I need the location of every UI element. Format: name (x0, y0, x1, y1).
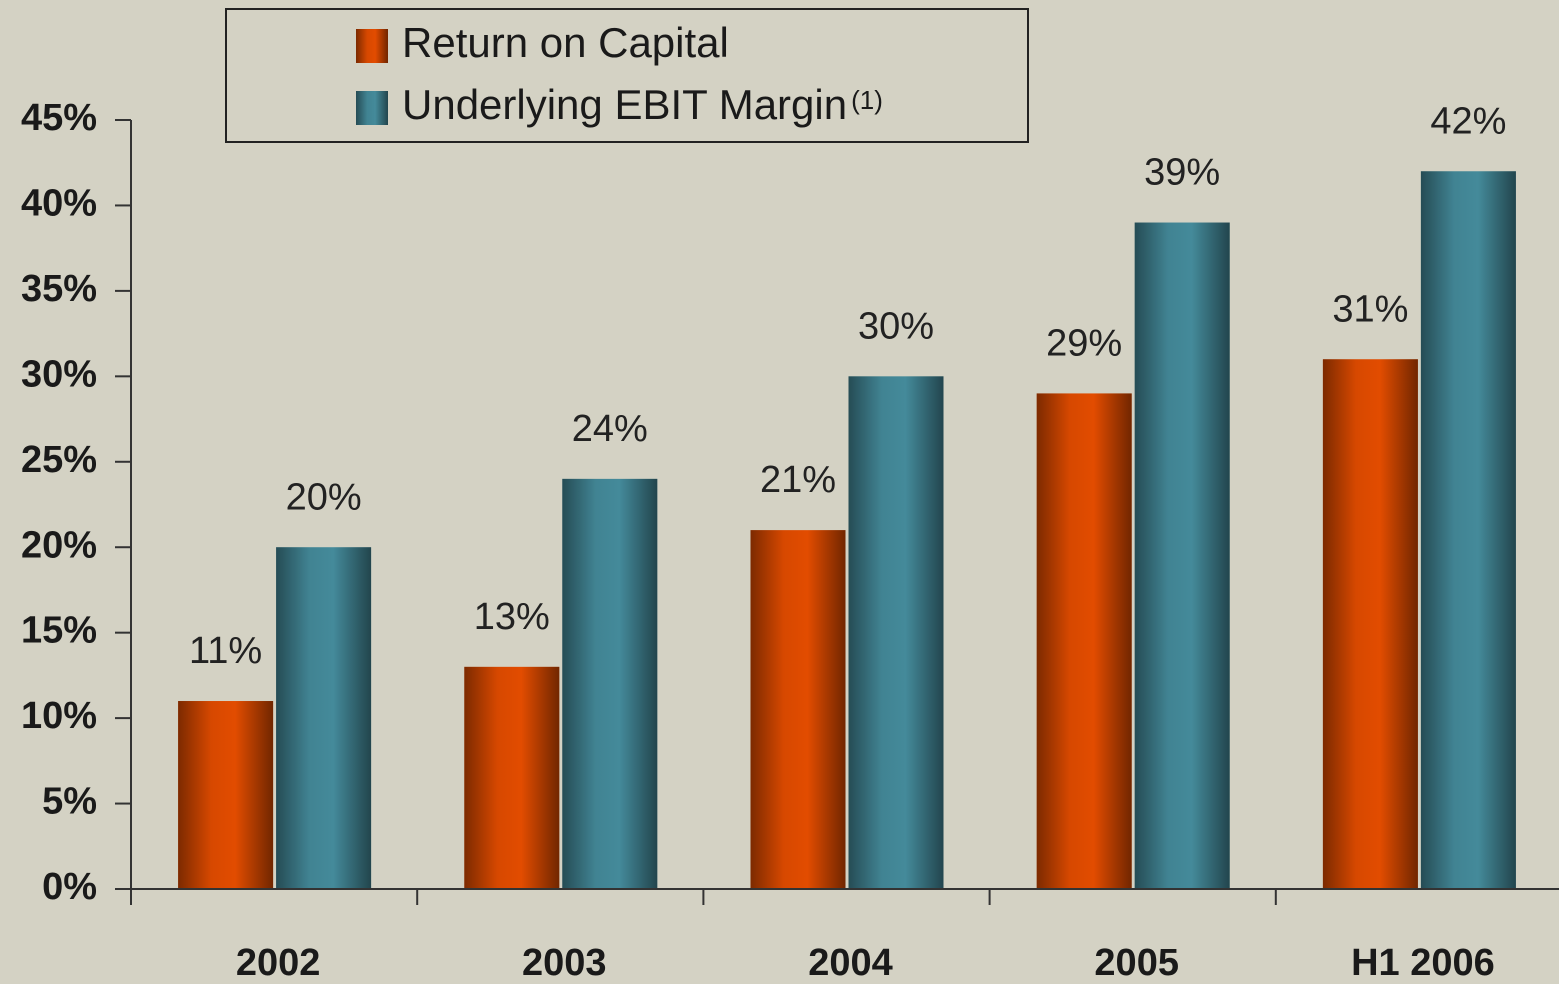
value-label: 24% (572, 408, 648, 450)
y-tick-label: 45% (21, 97, 97, 139)
x-tick-label: 2003 (522, 942, 607, 984)
value-label: 13% (474, 596, 550, 638)
y-tick-label: 30% (21, 353, 97, 395)
bar-shade (1036, 393, 1132, 889)
bar-shade (562, 478, 658, 889)
legend-swatch-shade (356, 29, 388, 63)
value-label: 20% (286, 476, 362, 518)
legend-label: Return on Capital (402, 19, 729, 66)
y-tick-label: 10% (21, 695, 97, 737)
y-tick-label: 20% (21, 524, 97, 566)
legend-swatch-shade (356, 91, 388, 125)
legend-footnote: (1) (851, 85, 883, 115)
bar-shade (750, 530, 846, 889)
bar-shade (848, 376, 944, 889)
value-label: 30% (858, 305, 934, 347)
y-tick-label: 35% (21, 268, 97, 310)
bar-shade (1420, 171, 1516, 889)
legend-box (225, 8, 1029, 143)
x-tick-label: H1 2006 (1351, 942, 1495, 984)
bar-shade (464, 666, 560, 889)
legend-label: Underlying EBIT Margin (402, 81, 847, 128)
bar-shade (1134, 222, 1230, 890)
y-tick-label: 40% (21, 182, 97, 224)
y-tick-label: 25% (21, 439, 97, 481)
y-tick-label: 0% (42, 866, 97, 908)
x-tick-label: 2004 (808, 942, 893, 984)
value-label: 39% (1144, 152, 1220, 194)
value-label: 29% (1046, 322, 1122, 364)
value-label: 11% (189, 630, 262, 672)
bar-shade (276, 547, 372, 889)
bar-shade (1322, 359, 1418, 889)
y-tick-label: 5% (42, 781, 97, 823)
y-tick-label: 15% (21, 610, 97, 652)
x-tick-label: 2005 (1094, 942, 1179, 984)
bar-shade (178, 701, 274, 889)
value-label: 31% (1332, 288, 1408, 330)
value-label: 21% (760, 459, 836, 501)
value-label: 42% (1430, 100, 1506, 142)
x-tick-label: 2002 (236, 942, 321, 984)
